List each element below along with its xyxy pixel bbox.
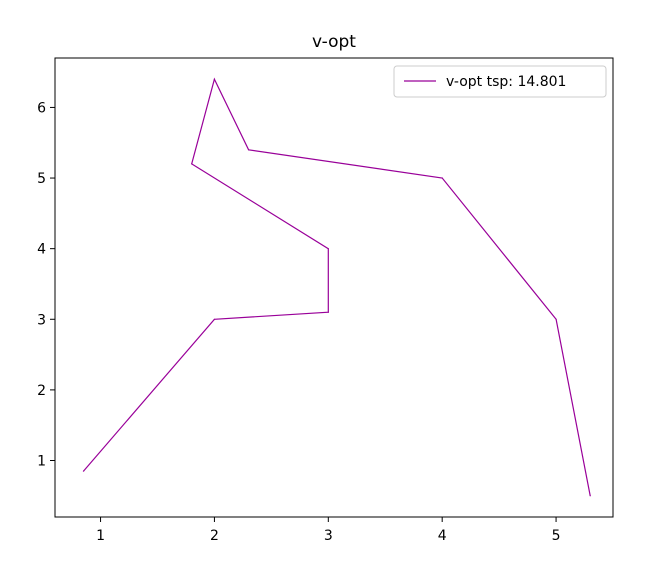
data-point xyxy=(248,149,250,151)
series-layer xyxy=(82,77,591,497)
data-point xyxy=(327,248,329,250)
plot-area-frame xyxy=(54,57,614,518)
x-tick-label: 4 xyxy=(438,528,447,544)
data-point xyxy=(82,470,85,472)
data-point xyxy=(441,177,443,179)
y-tick-label: 5 xyxy=(37,171,46,187)
x-tick-label: 5 xyxy=(552,528,561,544)
data-point xyxy=(213,78,215,80)
legend-label: v-opt tsp: 14.801 xyxy=(446,74,566,90)
series-line xyxy=(83,77,591,496)
x-tick-label: 3 xyxy=(324,528,333,544)
x-axis: 1 2 3 4 5 xyxy=(96,517,561,544)
chart-title: v-opt xyxy=(312,32,356,52)
y-axis: 1 2 3 4 5 6 xyxy=(37,100,55,470)
data-point xyxy=(555,318,557,320)
y-tick-label: 2 xyxy=(37,383,46,399)
legend-box xyxy=(393,65,607,98)
y-tick-label: 6 xyxy=(37,100,46,116)
data-point xyxy=(589,495,591,497)
y-tick-label: 1 xyxy=(37,454,46,470)
data-point xyxy=(327,311,329,313)
x-tick-label: 2 xyxy=(210,528,219,544)
data-point xyxy=(191,163,193,165)
y-tick-label: 4 xyxy=(37,242,46,258)
data-point xyxy=(213,318,215,320)
y-tick-label: 3 xyxy=(37,312,46,328)
legend: v-opt tsp: 14.801 xyxy=(393,65,607,98)
x-tick-label: 1 xyxy=(96,528,105,544)
